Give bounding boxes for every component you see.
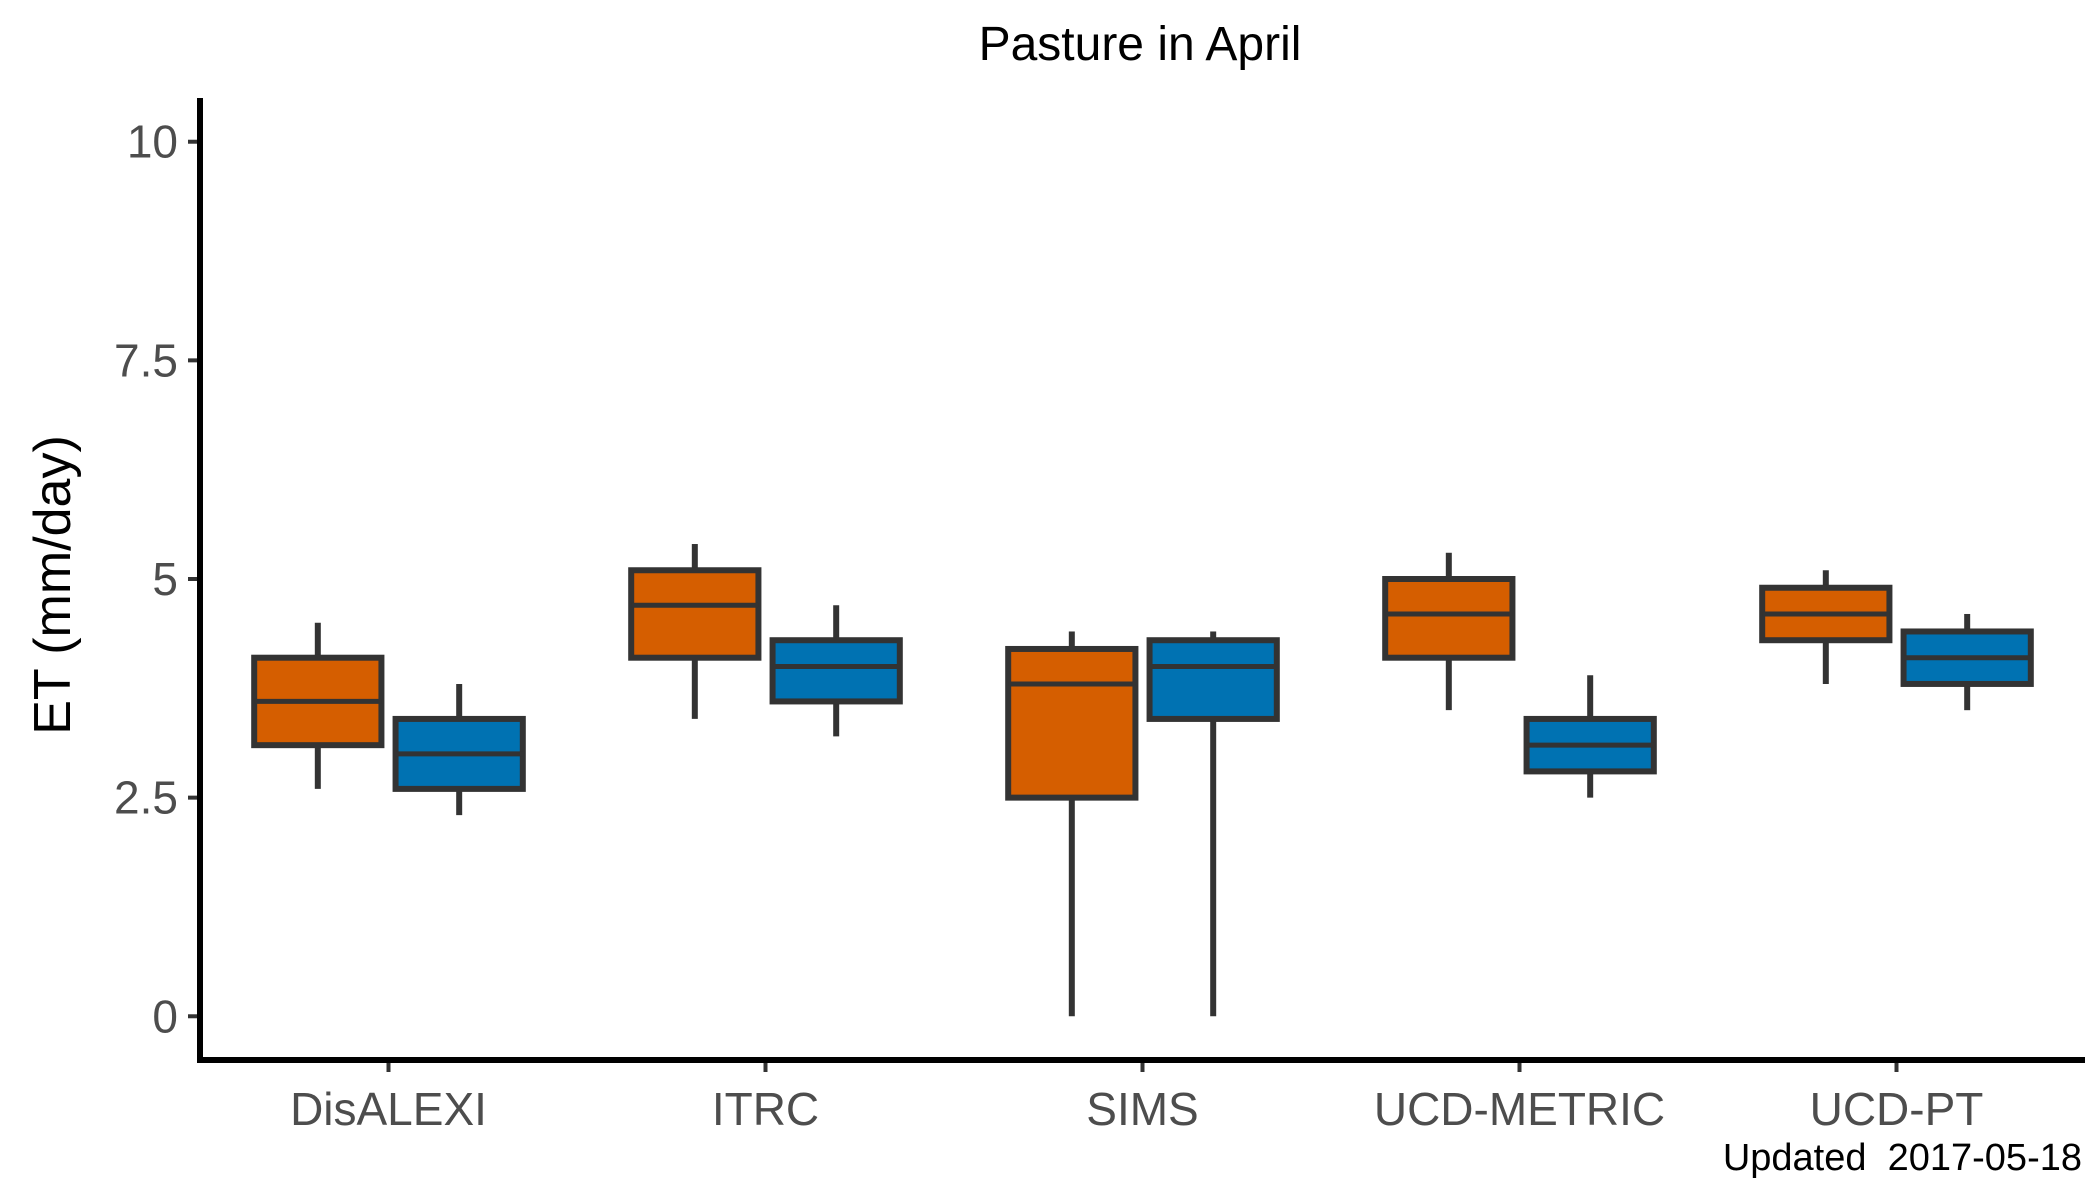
y-tick-label: 2.5 [114,772,178,824]
box-body [1382,576,1516,661]
box-ucd-pt-1 [1759,570,1893,684]
x-tick-label: ITRC [712,1083,819,1135]
x-tick-label: UCD-METRIC [1374,1083,1665,1135]
x-tick-label: UCD-PT [1810,1083,1984,1135]
box-body [1146,637,1280,722]
box-itrc-2 [769,605,903,737]
box-disalexi-2 [392,683,526,816]
box-body [769,637,903,705]
x-axis-ticks: DisALEXI ITRC SIMS UCD-METRIC UCD-PT [290,1060,1983,1135]
updated-caption: Updated 2017-05-18 [1723,1137,2082,1179]
box-group [251,544,2034,1017]
y-tick-label: 7.5 [114,334,178,386]
box-itrc-1 [628,544,762,719]
y-axis-ticks: 0 2.5 5 7.5 10 [114,116,200,1042]
x-tick-label: SIMS [1086,1083,1198,1135]
box-ucd-pt-2 [1900,613,2034,711]
y-axis-label: ET (mm/day) [24,435,82,735]
y-tick-label: 10 [127,116,178,168]
box-sims-2 [1146,631,1280,1017]
box-disalexi-1 [251,622,385,789]
y-tick-label: 5 [152,553,178,605]
box-body [628,567,762,661]
box-body [1005,645,1139,801]
chart-title: Pasture in April [979,18,1302,71]
box-ucd-metric-2 [1523,675,1657,798]
x-tick-label: DisALEXI [290,1083,487,1135]
y-tick-label: 0 [152,990,178,1042]
box-ucd-metric-1 [1382,552,1516,711]
box-sims-1 [1005,631,1139,1017]
